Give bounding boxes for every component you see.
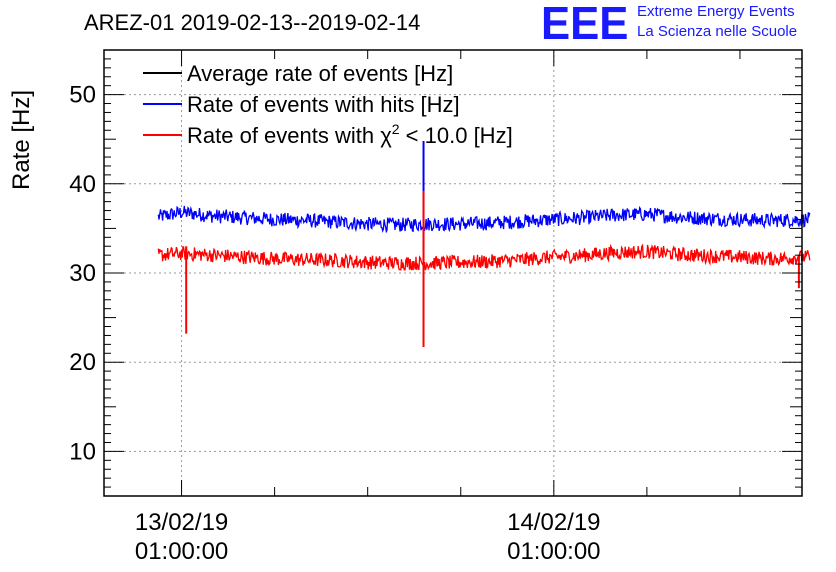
legend-label-chi2: Rate of events with χ2 < 10.0 [Hz] xyxy=(187,121,513,148)
axes-layer xyxy=(103,49,803,497)
ytick-label-10: 10 xyxy=(69,438,96,465)
xtick-label-0-1: 01:00:00 xyxy=(135,538,228,565)
eee-logo: EEE xyxy=(541,0,629,49)
ytick-label-50: 50 xyxy=(69,82,96,109)
tick-labels: 102030405013/02/1901:00:0014/02/1901:00:… xyxy=(69,82,600,565)
ytick-label-20: 20 xyxy=(69,349,96,376)
ytick-label-40: 40 xyxy=(69,171,96,198)
legend-chi2-suffix: < 10.0 [Hz] xyxy=(400,123,513,148)
grid-lines xyxy=(104,50,802,496)
ytick-label-30: 30 xyxy=(69,260,96,287)
chart-title: AREZ-01 2019-02-13--2019-02-14 xyxy=(84,10,421,35)
xtick-label-1-1: 01:00:00 xyxy=(507,538,600,565)
series-layer xyxy=(157,140,811,348)
legend-chi2-prefix: Rate of events with χ xyxy=(187,123,392,148)
xtick-label-0-0: 13/02/19 xyxy=(135,509,228,536)
legend-label-average: Average rate of events [Hz] xyxy=(187,61,453,86)
brand-line-2: La Scienza nelle Scuole xyxy=(637,23,798,40)
series-line-2 xyxy=(157,243,811,271)
legend-chi2-sup: 2 xyxy=(392,121,400,137)
brand-line-1: Extreme Energy Events xyxy=(637,3,795,20)
xtick-label-1-0: 14/02/19 xyxy=(507,509,600,536)
legend: Average rate of events [Hz] Rate of even… xyxy=(143,61,513,148)
legend-label-hits: Rate of events with hits [Hz] xyxy=(187,92,460,117)
series-line-1 xyxy=(157,205,811,234)
